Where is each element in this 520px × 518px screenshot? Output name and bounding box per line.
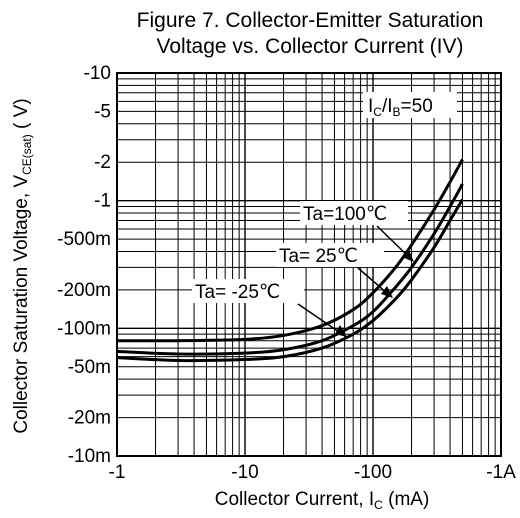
y-tick-label: -10 bbox=[84, 63, 111, 84]
x-tick-labels: -1 -10 -100 -1A bbox=[109, 462, 517, 483]
y-tick-label: -2 bbox=[94, 152, 111, 173]
arrowhead-ta-25 bbox=[335, 325, 347, 337]
x-tick-label: -1A bbox=[486, 462, 516, 483]
chart-title-line-1: Figure 7. Collector-Emitter Saturation bbox=[137, 9, 484, 32]
y-tick-label: -10m bbox=[68, 446, 111, 467]
x-axis-title: Collector Current, IC (mA) bbox=[215, 489, 430, 512]
y-tick-label: -200m bbox=[57, 280, 111, 301]
chart-title-line-2: Voltage vs. Collector Current (IV) bbox=[157, 35, 464, 58]
condition-label: IC/IB=50 bbox=[368, 96, 433, 119]
annotation-arrow-ta100 bbox=[376, 225, 411, 259]
y-tick-labels: -10 -5 -2 -1 -500m -200m -100m -50m -20m -10m bbox=[57, 63, 111, 467]
y-tick-label: -1 bbox=[94, 191, 111, 212]
series-label-ta100: Ta=100℃ bbox=[303, 204, 387, 225]
arrowhead-ta100 bbox=[402, 250, 414, 262]
annotation-arrow-ta-25 bbox=[297, 303, 343, 335]
annotation-ta-25: Ta= -25℃ bbox=[192, 279, 347, 337]
series-line-2 bbox=[116, 183, 464, 356]
plot-frame bbox=[116, 72, 502, 457]
annotation-arrow-ta25 bbox=[357, 267, 389, 295]
annotation-ta25: Ta= 25℃ bbox=[276, 243, 393, 298]
x-tick-label: -100 bbox=[354, 462, 392, 483]
x-tick-label: -1 bbox=[109, 462, 126, 483]
series-line-3 bbox=[116, 198, 464, 363]
annotation-ta100: Ta=100℃ bbox=[300, 201, 414, 262]
series-label-ta-25: Ta= -25℃ bbox=[195, 282, 280, 303]
series-label-ta25: Ta= 25℃ bbox=[279, 246, 358, 267]
arrowhead-ta25 bbox=[381, 286, 393, 298]
y-axis-title: Collector Saturation Voltage, VCE(sat) (… bbox=[11, 98, 34, 433]
y-tick-label: -20m bbox=[68, 408, 111, 429]
y-tick-label: -50m bbox=[68, 357, 111, 378]
series-line-1 bbox=[116, 158, 464, 343]
condition-label-bg bbox=[363, 92, 457, 118]
y-tick-label: -500m bbox=[57, 229, 111, 250]
x-tick-label: -10 bbox=[231, 462, 258, 483]
y-tick-label: -5 bbox=[94, 101, 111, 122]
y-tick-label: -100m bbox=[57, 318, 111, 339]
series-lines bbox=[116, 158, 464, 363]
